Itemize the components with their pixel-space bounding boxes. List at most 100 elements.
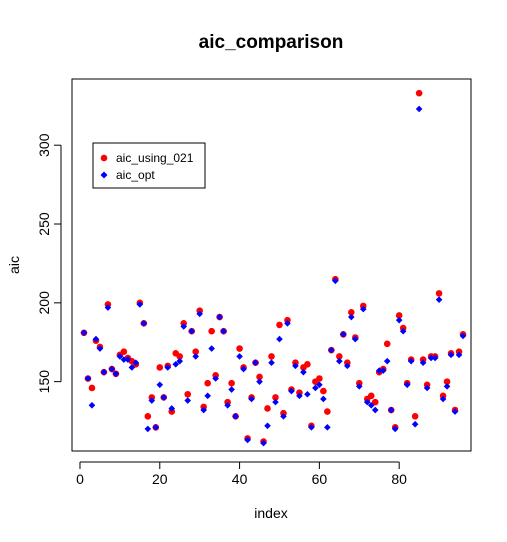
point-aic-opt (148, 397, 156, 404)
point-aic-opt (164, 364, 172, 371)
x-axis-label: index (254, 505, 287, 521)
point-aic-using-021 (236, 345, 243, 352)
point-aic-opt (272, 398, 279, 406)
point-aic-opt (104, 304, 112, 311)
x-tick-label: 20 (152, 471, 168, 487)
point-aic-opt (288, 387, 295, 395)
point-aic-opt (351, 335, 359, 343)
point-aic-opt (80, 329, 88, 337)
point-aic-using-021 (204, 379, 211, 387)
point-aic-opt (88, 401, 96, 409)
point-aic-opt (308, 424, 315, 431)
point-aic-opt (391, 425, 399, 433)
point-aic-opt (184, 397, 192, 404)
point-aic-opt (240, 365, 247, 373)
point-aic-opt (200, 406, 207, 414)
point-aic-opt (328, 346, 335, 354)
point-aic-opt (355, 383, 363, 390)
point-aic-opt (407, 357, 415, 365)
point-aic-opt (324, 424, 331, 431)
point-aic-opt (84, 375, 92, 382)
legend-box (92, 142, 206, 189)
point-aic-opt (415, 105, 423, 113)
point-aic-opt (192, 353, 199, 360)
point-aic-opt (367, 401, 375, 409)
legend: aic_using_021 aic_opt (92, 142, 206, 189)
point-aic-opt (216, 313, 223, 321)
x-tick-label: 0 (76, 471, 84, 487)
point-aic-opt (419, 359, 427, 367)
point-aic-opt (256, 378, 263, 385)
point-aic-opt (359, 305, 367, 313)
point-aic-opt (124, 356, 132, 363)
x-tick-label: 40 (232, 471, 248, 487)
point-aic-opt (411, 420, 419, 428)
point-aic-opt (312, 384, 319, 392)
chart-title: aic_comparison (199, 32, 344, 53)
x-axis: 0 20 40 60 80 (76, 461, 407, 487)
point-aic-opt (371, 406, 379, 414)
point-aic-opt (252, 359, 259, 367)
point-aic-using-021 (208, 327, 215, 335)
point-aic-opt (220, 327, 227, 335)
point-aic-opt (140, 320, 148, 327)
point-aic-opt (248, 395, 255, 403)
point-aic-opt (435, 296, 443, 303)
point-aic-opt (96, 345, 104, 352)
point-aic-opt (320, 395, 327, 403)
point-aic-opt (316, 381, 323, 389)
point-aic-opt (399, 327, 407, 335)
point-aic-using-021 (411, 413, 419, 420)
point-aic-opt (296, 392, 303, 400)
point-aic-using-021 (320, 387, 327, 395)
point-aic-using-021 (348, 308, 355, 316)
point-aic-opt (112, 370, 120, 378)
point-aic-opt (100, 368, 108, 376)
point-aic-opt (387, 406, 395, 414)
point-aic-opt (208, 345, 215, 352)
point-aic-opt (156, 381, 164, 389)
point-aic-using-021 (435, 290, 443, 297)
point-aic-opt (348, 313, 355, 321)
x-tick-label: 60 (312, 471, 328, 487)
point-aic-opt (304, 390, 311, 398)
point-aic-opt (196, 310, 203, 318)
point-aic-using-021 (276, 321, 283, 329)
point-aic-opt (260, 439, 267, 447)
y-axis: 150 200 250 300 (36, 133, 62, 393)
y-tick-label: 250 (36, 212, 52, 236)
point-aic-opt (459, 332, 467, 340)
point-aic-using-021 (304, 361, 311, 368)
point-aic-opt (383, 357, 391, 365)
point-aic-opt (439, 395, 447, 403)
plot-frame (71, 78, 472, 452)
legend-marker-aic-opt (100, 171, 108, 179)
point-aic-using-021 (272, 394, 279, 401)
point-aic-opt (152, 424, 160, 431)
point-aic-opt (136, 301, 144, 308)
y-axis-label: aic (6, 256, 22, 274)
point-aic-opt (232, 413, 239, 420)
point-aic-using-021 (415, 89, 423, 97)
point-aic-opt (340, 331, 347, 338)
point-aic-opt (300, 368, 307, 376)
point-aic-opt (176, 357, 184, 365)
point-aic-using-021 (367, 392, 375, 400)
point-aic-opt (120, 356, 128, 363)
point-aic-opt (443, 383, 451, 390)
point-aic-opt (423, 384, 431, 392)
point-aic-opt (431, 354, 439, 362)
point-aic-opt (363, 398, 371, 406)
point-aic-using-021 (184, 390, 192, 398)
point-aic-opt (188, 327, 195, 335)
point-aic-opt (244, 436, 251, 444)
legend-marker-aic-using-021 (100, 154, 108, 162)
point-aic-opt (447, 351, 455, 359)
data-points (80, 89, 467, 447)
point-aic-opt (268, 359, 275, 367)
point-aic-using-021 (383, 340, 391, 348)
point-aic-using-021 (264, 405, 271, 412)
point-aic-using-021 (156, 364, 164, 371)
point-aic-using-021 (336, 353, 343, 360)
legend-label-aic-opt: aic_opt (116, 168, 155, 182)
